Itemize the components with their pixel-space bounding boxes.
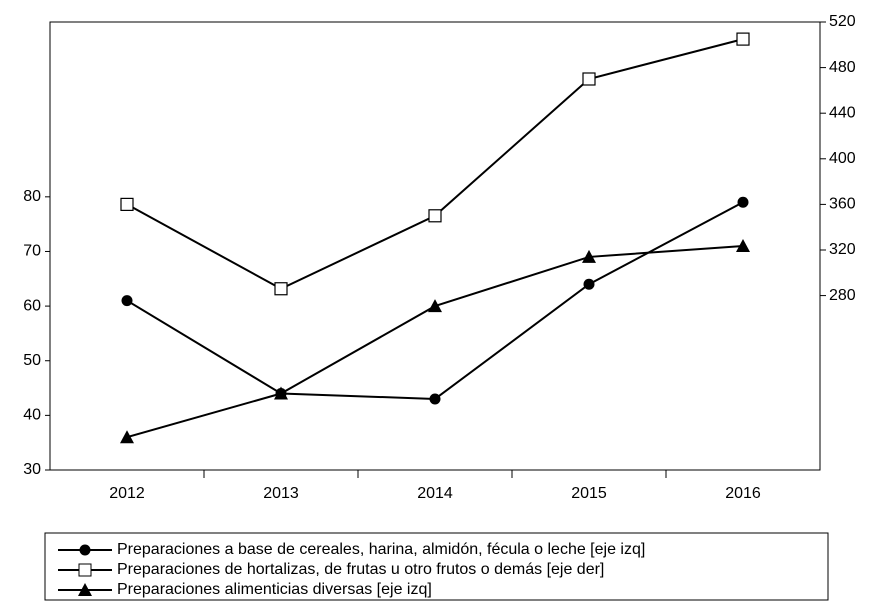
legend-marker: [78, 563, 92, 577]
marker: [428, 299, 442, 313]
legend-label: Preparaciones a base de cereales, harina…: [117, 541, 645, 558]
y-tick-label: 40: [23, 407, 41, 424]
x-tick-label: 2014: [417, 485, 453, 502]
y-tick-label: 60: [23, 297, 41, 314]
marker: [120, 430, 134, 444]
marker: [737, 196, 749, 208]
y2-tick-label: 320: [829, 241, 856, 258]
marker: [120, 197, 134, 211]
legend-box: [44, 532, 829, 601]
legend-label: Preparaciones alimenticias diversas [eje…: [117, 581, 432, 598]
marker: [583, 278, 595, 290]
x-tick-label: 2013: [263, 485, 299, 502]
x-tick-label: 2016: [725, 485, 761, 502]
legend-marker: [78, 583, 92, 596]
y-tick-label: 50: [23, 352, 41, 369]
marker: [428, 209, 442, 223]
legend-marker: [79, 544, 91, 556]
marker: [582, 249, 596, 263]
marker: [274, 282, 288, 296]
plot-frame: [49, 21, 821, 471]
marker: [582, 72, 596, 86]
marker: [429, 393, 441, 405]
legend-label: Preparaciones de hortalizas, de frutas u…: [117, 561, 604, 578]
marker: [121, 295, 133, 307]
y2-tick-label: 280: [829, 287, 856, 304]
y-tick-label: 30: [23, 461, 41, 478]
x-tick-label: 2012: [109, 485, 145, 502]
y2-tick-label: 520: [829, 13, 856, 30]
series-line: [126, 245, 744, 439]
y-tick-label: 70: [23, 243, 41, 260]
x-tick-label: 2015: [571, 485, 607, 502]
y2-tick-label: 440: [829, 104, 856, 121]
y2-tick-label: 480: [829, 59, 856, 76]
y2-tick-label: 400: [829, 150, 856, 167]
marker: [736, 239, 750, 252]
marker: [274, 386, 288, 400]
y-tick-label: 80: [23, 188, 41, 205]
y2-tick-label: 360: [829, 196, 856, 213]
marker: [736, 32, 750, 46]
